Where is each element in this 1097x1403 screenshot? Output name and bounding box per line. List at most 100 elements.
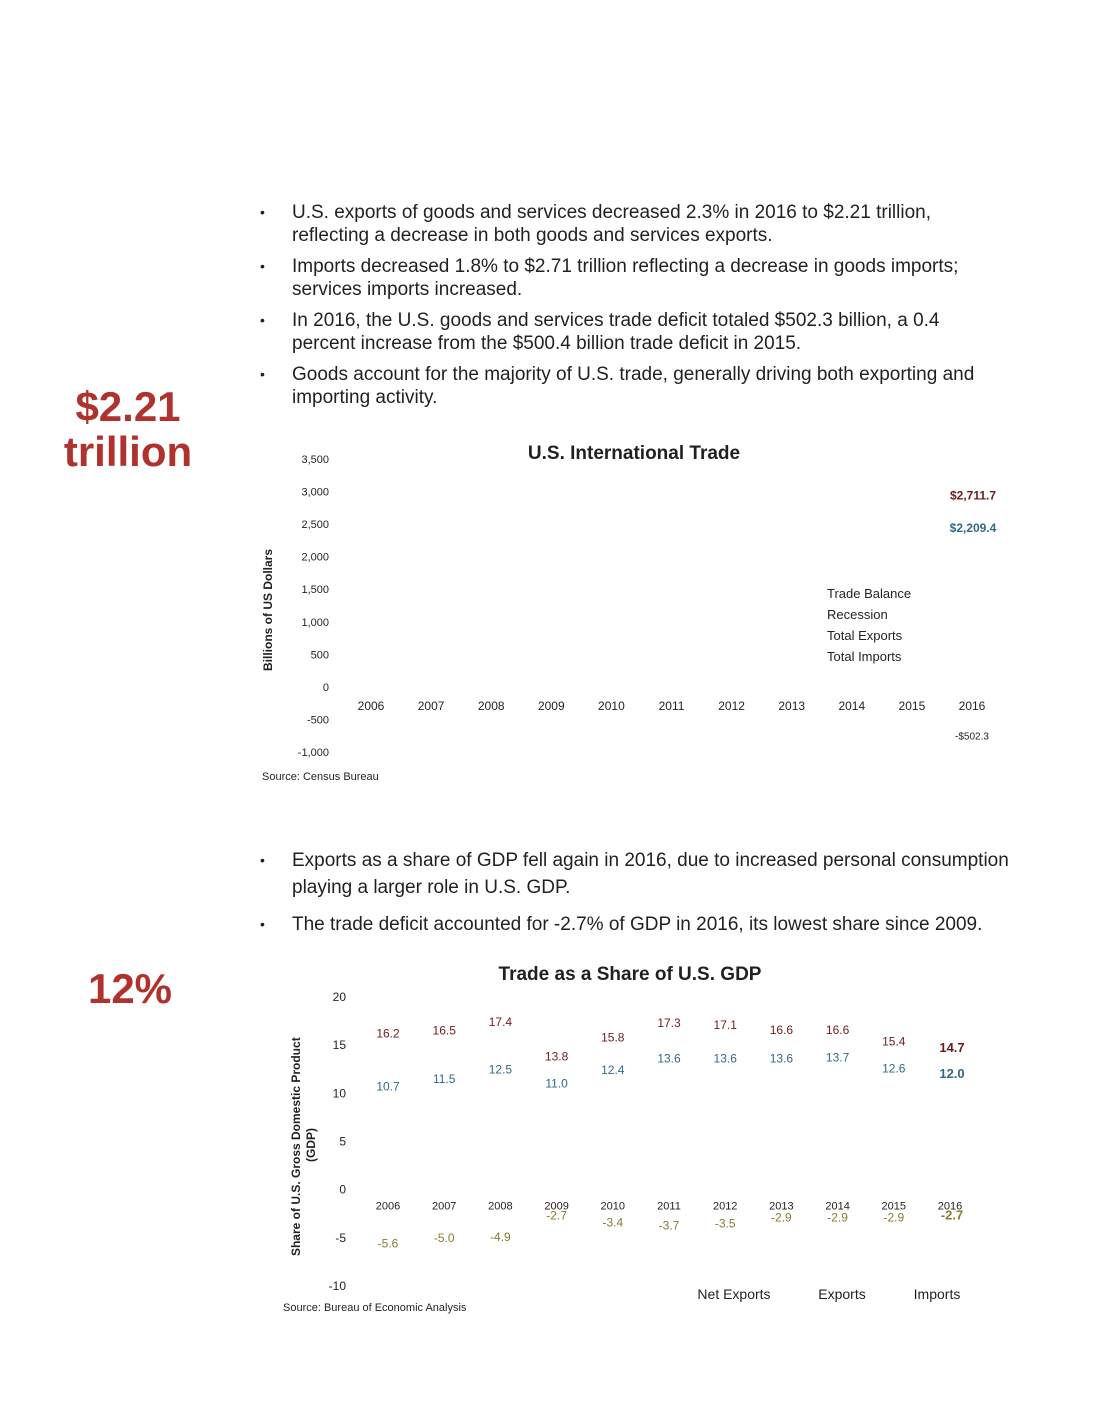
chart-title: U.S. International Trade bbox=[528, 443, 740, 464]
x-tick-label: 2012 bbox=[713, 1201, 737, 1213]
data-label: 16.6 bbox=[826, 1023, 850, 1037]
us-international-trade-chart: U.S. International Trade Billions of US … bbox=[261, 443, 997, 783]
bullet-item: The trade deficit accounted for -2.7% of… bbox=[260, 911, 1040, 938]
x-tick-label: 2008 bbox=[488, 1201, 512, 1213]
legend-entry: Total Imports bbox=[827, 649, 902, 664]
data-label: -5.6 bbox=[378, 1237, 399, 1251]
data-labels: 16.2 16.5 17.4 13.8 15.8 17.3 17.1 16.6 16.6 15.4… bbox=[376, 1015, 964, 1251]
data-label: 15.8 bbox=[601, 1030, 625, 1044]
data-label: -3.4 bbox=[602, 1215, 623, 1229]
x-tick-label: 2014 bbox=[825, 1201, 849, 1213]
data-label: -2.9 bbox=[883, 1211, 904, 1225]
data-label: -2.7 bbox=[941, 1208, 963, 1223]
summary-bullets-top: U.S. exports of goods and services decre… bbox=[260, 201, 1000, 417]
stat-value: $2.21 bbox=[75, 383, 181, 430]
x-tick-label: 2006 bbox=[376, 1201, 400, 1213]
value-annotations: $2,711.7 $2,209.4 -$502.3 bbox=[950, 488, 997, 742]
y-tick-label: 500 bbox=[311, 649, 329, 661]
y-axis-label-line1: Share of U.S. Gross Domestic Product bbox=[289, 1037, 303, 1256]
legend-entry: Recession bbox=[827, 607, 888, 622]
y-tick-label: 2,500 bbox=[301, 519, 329, 531]
y-tick-labels: 20 15 10 5 0 -5 -10 bbox=[329, 990, 347, 1293]
value-annotation: $2,711.7 bbox=[950, 488, 996, 502]
headline-stat-exports: $2.21 trillion bbox=[40, 384, 216, 475]
data-label: 13.6 bbox=[657, 1052, 681, 1066]
x-tick-label: 2007 bbox=[418, 699, 445, 713]
x-tick-label: 2011 bbox=[659, 699, 685, 713]
data-label: -3.5 bbox=[715, 1216, 736, 1230]
value-annotation: -$502.3 bbox=[955, 732, 989, 743]
summary-bullets-bottom: Exports as a share of GDP fell again in … bbox=[260, 847, 1040, 948]
data-label: 16.5 bbox=[433, 1024, 457, 1038]
stat-unit: trillion bbox=[63, 428, 193, 476]
chart-source: Source: Bureau of Economic Analysis bbox=[283, 1302, 467, 1314]
x-tick-label: 2016 bbox=[938, 1201, 962, 1213]
data-label: 12.4 bbox=[601, 1063, 625, 1077]
x-tick-label: 2013 bbox=[778, 699, 805, 713]
x-tick-label: 2015 bbox=[882, 1201, 906, 1213]
data-label: 16.2 bbox=[376, 1027, 400, 1041]
x-tick-label: 2013 bbox=[769, 1201, 793, 1213]
y-tick-label: -1,000 bbox=[298, 747, 329, 759]
bullet-item: Imports decreased 1.8% to $2.71 trillion… bbox=[260, 255, 1000, 301]
chart-legend: Net Exports Exports Imports bbox=[697, 1286, 960, 1302]
x-tick-label: 2008 bbox=[478, 699, 505, 713]
data-label: 14.7 bbox=[939, 1040, 964, 1055]
x-tick-labels: 2006 2007 2008 2009 2010 2011 2012 2013 2014 2015… bbox=[376, 1201, 962, 1213]
x-tick-label: 2012 bbox=[718, 699, 745, 713]
x-tick-label: 2010 bbox=[601, 1201, 625, 1213]
data-label: 12.6 bbox=[882, 1061, 906, 1075]
legend-entry: Total Exports bbox=[827, 628, 903, 643]
data-label: -4.9 bbox=[490, 1230, 511, 1244]
y-tick-label: 0 bbox=[339, 1183, 346, 1197]
data-label: 13.6 bbox=[770, 1052, 794, 1066]
x-tick-label: 2010 bbox=[598, 699, 625, 713]
data-label: 17.1 bbox=[714, 1018, 738, 1032]
y-tick-label: 2,000 bbox=[301, 552, 329, 564]
data-label: 12.5 bbox=[489, 1062, 513, 1076]
y-tick-label: 0 bbox=[323, 682, 329, 694]
data-label: -2.9 bbox=[827, 1211, 848, 1225]
data-label: 11.5 bbox=[433, 1072, 456, 1086]
data-label: -3.7 bbox=[659, 1218, 680, 1232]
data-label: -5.0 bbox=[434, 1231, 455, 1245]
data-label: 13.8 bbox=[545, 1050, 569, 1064]
y-axis-label: Billions of US Dollars bbox=[261, 549, 275, 671]
trade-share-of-gdp-chart: Trade as a Share of U.S. GDP Share of U.… bbox=[283, 964, 965, 1314]
value-annotation: $2,209.4 bbox=[950, 521, 997, 535]
chart-title: Trade as a Share of U.S. GDP bbox=[499, 964, 762, 985]
bullet-item: In 2016, the U.S. goods and services tra… bbox=[260, 309, 1000, 355]
x-tick-label: 2006 bbox=[358, 699, 385, 713]
chart-legend: Trade Balance Recession Total Exports Total… bbox=[827, 586, 911, 664]
x-tick-label: 2011 bbox=[657, 1201, 681, 1213]
headline-stat-gdp-share: 12% bbox=[87, 965, 173, 1012]
legend-entry: Net Exports bbox=[697, 1286, 770, 1302]
y-tick-label: -10 bbox=[329, 1279, 347, 1293]
y-tick-label: 3,500 bbox=[301, 454, 329, 466]
y-tick-label: 20 bbox=[333, 990, 347, 1004]
legend-entry: Trade Balance bbox=[827, 586, 911, 601]
x-tick-labels: 2006 2007 2008 2009 2010 2011 2012 2013 2014 2015… bbox=[358, 699, 986, 713]
y-tick-label: -5 bbox=[335, 1231, 346, 1245]
y-tick-label: 15 bbox=[333, 1038, 347, 1052]
y-axis-label: Share of U.S. Gross Domestic Product (GD… bbox=[289, 1034, 318, 1256]
y-axis-label-line2: (GDP) bbox=[304, 1128, 318, 1162]
x-tick-label: 2015 bbox=[899, 699, 926, 713]
y-tick-label: 10 bbox=[333, 1086, 347, 1100]
data-label: -2.7 bbox=[546, 1209, 567, 1223]
data-label: 17.3 bbox=[657, 1016, 681, 1030]
bullet-item: Goods account for the majority of U.S. t… bbox=[260, 363, 1000, 409]
data-label: 10.7 bbox=[376, 1080, 400, 1094]
data-label: 15.4 bbox=[882, 1034, 906, 1048]
x-tick-label: 2016 bbox=[959, 699, 986, 713]
chart-source: Source: Census Bureau bbox=[262, 771, 379, 783]
y-tick-label: 3,000 bbox=[301, 487, 329, 499]
y-tick-label: 1,500 bbox=[301, 584, 329, 596]
x-tick-label: 2009 bbox=[538, 699, 565, 713]
y-tick-labels: 3,500 3,000 2,500 2,000 1,500 1,000 500 0 -500 -1… bbox=[298, 454, 329, 759]
y-tick-label: 1,000 bbox=[301, 617, 329, 629]
legend-entry: Imports bbox=[914, 1286, 961, 1302]
data-label: 12.0 bbox=[939, 1066, 964, 1081]
y-tick-label: 5 bbox=[339, 1135, 346, 1149]
data-label: 13.7 bbox=[826, 1051, 850, 1065]
